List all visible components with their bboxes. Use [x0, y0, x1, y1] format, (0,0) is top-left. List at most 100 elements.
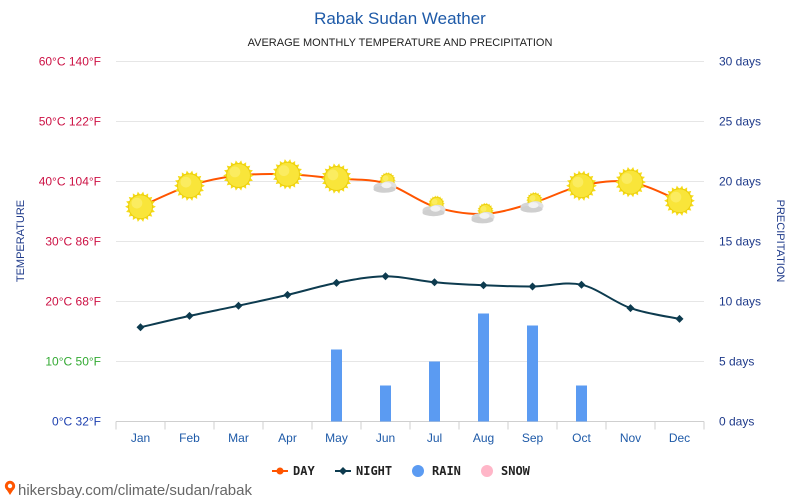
- night-point: [675, 314, 684, 323]
- left-tick-label: 60°C 140°F: [39, 55, 101, 69]
- day-point: [664, 185, 695, 216]
- sun-icon: [664, 185, 695, 216]
- legend-item-night[interactable]: NIGHT: [335, 464, 392, 478]
- sun-icon: [615, 166, 646, 198]
- rain-bar: [527, 325, 538, 422]
- month-label: Jun: [376, 431, 395, 445]
- day-line: [140, 172, 680, 215]
- legend-item-day[interactable]: DAY: [272, 464, 315, 478]
- day-point: [615, 166, 646, 198]
- location-pin-icon: [4, 480, 16, 495]
- rain-bar: [429, 361, 440, 422]
- night-point: [381, 272, 390, 281]
- night-point: [626, 304, 635, 313]
- right-tick-label: 10 days: [719, 295, 761, 309]
- sun-icon: [321, 163, 352, 194]
- night-point: [185, 311, 194, 320]
- right-tick-label: 30 days: [719, 55, 761, 69]
- night-point: [528, 282, 537, 291]
- cloud-icon: [520, 201, 544, 213]
- night-point: [479, 281, 488, 290]
- chart-subtitle: AVERAGE MONTHLY TEMPERATURE AND PRECIPIT…: [248, 37, 553, 49]
- grid-layer: [115, 61, 705, 430]
- rain-bar: [576, 385, 587, 422]
- legend-label: DAY: [293, 464, 315, 478]
- rain-bar: [380, 385, 391, 422]
- legend-marker: [412, 465, 424, 477]
- month-label: May: [325, 431, 348, 445]
- sun-icon: [272, 159, 303, 190]
- month-label: Aug: [473, 431, 494, 445]
- night-point: [234, 301, 243, 310]
- cloud-icon: [373, 181, 397, 193]
- night-point: [283, 290, 292, 299]
- day-point: [223, 160, 254, 191]
- day-point: [422, 195, 446, 217]
- legend-item-snow[interactable]: SNOW: [481, 464, 531, 478]
- month-label: Apr: [278, 431, 297, 445]
- night-point: [577, 280, 586, 289]
- sun-icon: [223, 160, 254, 191]
- cloud-icon: [422, 204, 446, 217]
- right-tick-label: 5 days: [719, 355, 754, 369]
- left-tick-label: 20°C 68°F: [45, 295, 101, 309]
- left-axis-title: TEMPERATURE: [15, 200, 27, 282]
- legend-label: RAIN: [432, 464, 461, 478]
- month-label: Nov: [620, 431, 641, 445]
- left-tick-label: 50°C 122°F: [39, 115, 101, 129]
- legend-label: NIGHT: [356, 464, 392, 478]
- right-tick-label: 25 days: [719, 115, 761, 129]
- legend: DAY NIGHT RAIN SNOW: [272, 464, 531, 478]
- partly-cloudy-icon: [471, 202, 495, 224]
- right-axis-ticks: 0 days 5 days 10 days 15 days 20 days 25 days…: [719, 55, 761, 429]
- month-label: Jan: [131, 431, 150, 445]
- month-label: Mar: [228, 431, 249, 445]
- left-tick-label: 10°C 50°F: [45, 355, 101, 369]
- footer-link[interactable]: hikersbay.com/climate/sudan/rabak: [18, 482, 252, 499]
- sun-icon: [174, 170, 205, 201]
- night-series: [136, 272, 684, 332]
- night-point: [430, 278, 439, 287]
- rain-bar: [478, 313, 489, 422]
- night-point: [332, 278, 341, 287]
- sun-icon: [566, 170, 597, 201]
- right-tick-label: 20 days: [719, 175, 761, 189]
- partly-cloudy-icon: [373, 172, 397, 193]
- month-label: Jul: [427, 431, 442, 445]
- night-point: [136, 323, 145, 332]
- day-point: [272, 159, 303, 190]
- month-label: Dec: [669, 431, 690, 445]
- legend-label: SNOW: [501, 464, 531, 478]
- footer[interactable]: hikersbay.com/climate/sudan/rabak: [4, 480, 253, 499]
- day-point: [566, 170, 597, 201]
- partly-cloudy-icon: [422, 195, 446, 217]
- left-axis-ticks: 0°C 32°F 10°C 50°F 20°C 68°F 30°C 86°F 40°C …: [39, 55, 101, 429]
- month-label: Sep: [522, 431, 544, 445]
- right-tick-label: 0 days: [719, 415, 754, 429]
- legend-marker: [481, 465, 493, 477]
- legend-marker: [335, 467, 351, 475]
- legend-item-rain[interactable]: RAIN: [412, 464, 461, 478]
- cloud-icon: [471, 211, 495, 224]
- day-point: [174, 170, 205, 201]
- chart-title: Rabak Sudan Weather: [314, 9, 486, 28]
- month-axis-ticks: Jan Feb Mar Apr May Jun Jul Aug Sep Oct Nov Dec: [131, 431, 690, 445]
- day-point: [520, 191, 544, 213]
- day-point: [373, 172, 397, 193]
- night-line: [140, 275, 680, 329]
- day-series: [125, 159, 695, 224]
- partly-cloudy-icon: [520, 191, 544, 213]
- rain-bar: [331, 349, 342, 422]
- month-label: Oct: [572, 431, 591, 445]
- day-point: [125, 191, 156, 222]
- sun-icon: [125, 191, 156, 222]
- left-tick-label: 40°C 104°F: [39, 175, 101, 189]
- left-tick-label: 0°C 32°F: [52, 415, 101, 429]
- right-axis-title: PRECIPITATION: [774, 200, 786, 283]
- day-point: [471, 202, 495, 224]
- legend-marker: [272, 467, 288, 475]
- left-tick-label: 30°C 86°F: [45, 235, 101, 249]
- rain-bars: [331, 313, 587, 422]
- month-label: Feb: [179, 431, 200, 445]
